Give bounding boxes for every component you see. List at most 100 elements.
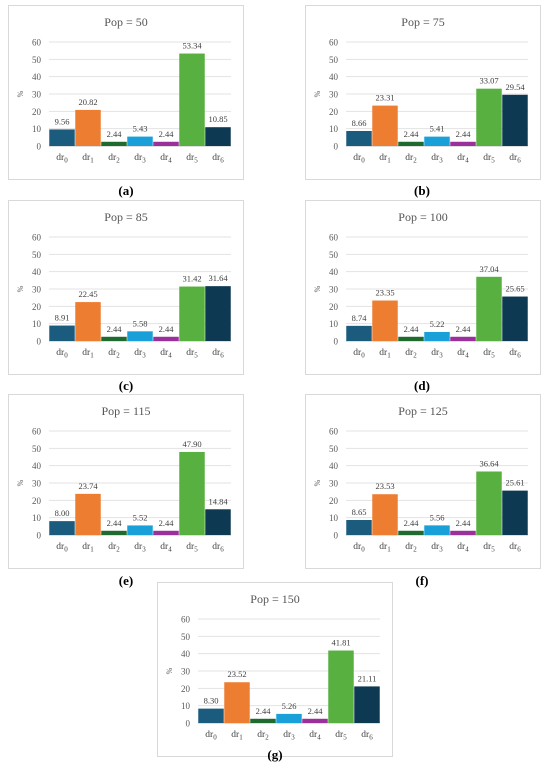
y-tick-label: 20 xyxy=(329,496,339,506)
x-tick-label: dr0 xyxy=(353,542,365,554)
data-label: 2.44 xyxy=(456,518,472,528)
bar xyxy=(476,276,502,341)
chart-title: Pop = 100 xyxy=(398,210,448,224)
bar xyxy=(205,509,231,535)
bar xyxy=(205,127,231,146)
bar xyxy=(354,686,380,723)
y-tick-label: 30 xyxy=(329,479,339,489)
bar-chart: 0 10 20 30 40 50 60% 8.30 dr0 23.52 dr1 2.44 dr2 5.26… xyxy=(165,615,380,742)
y-tick-label: 10 xyxy=(329,124,339,134)
data-label: 47.90 xyxy=(182,439,201,449)
y-tick-label: 30 xyxy=(32,479,42,489)
y-tick-label: 30 xyxy=(329,285,339,295)
y-tick-label: 0 xyxy=(37,142,42,152)
x-tick-label: dr3 xyxy=(283,730,295,742)
x-tick-label: dr0 xyxy=(353,348,365,360)
y-tick-label: 10 xyxy=(32,124,42,134)
x-tick-label: dr4 xyxy=(457,542,469,554)
chart-panel-b: Pop = 75 0 10 20 30 40 50 60% 8.66 dr0 23.31 dr1 2.… xyxy=(305,5,541,180)
bar xyxy=(424,525,450,535)
x-tick-label: dr0 xyxy=(56,153,68,165)
y-tick-label: 0 xyxy=(37,337,42,347)
x-tick-label: dr4 xyxy=(160,542,172,554)
caption-e: (e) xyxy=(118,573,134,588)
data-label: 37.04 xyxy=(479,264,499,274)
data-label: 2.44 xyxy=(404,324,420,334)
data-label: 2.44 xyxy=(159,324,175,334)
x-tick-label: dr6 xyxy=(212,348,224,360)
bar xyxy=(179,286,205,341)
y-tick-label: 60 xyxy=(329,233,339,243)
y-tick-label: 0 xyxy=(334,337,339,347)
x-tick-label: dr2 xyxy=(405,153,417,165)
data-label: 2.44 xyxy=(456,324,472,334)
data-label: 2.44 xyxy=(404,518,420,528)
bar xyxy=(398,530,424,535)
y-tick-label: 50 xyxy=(32,250,42,260)
y-tick-label: 50 xyxy=(32,55,42,65)
x-tick-label: dr4 xyxy=(457,153,469,165)
y-tick-label: 40 xyxy=(329,72,339,82)
data-label: 8.91 xyxy=(55,313,70,323)
y-axis-label: % xyxy=(165,667,174,674)
y-axis-label: % xyxy=(313,285,322,292)
y-tick-label: 20 xyxy=(32,496,42,506)
data-label: 2.44 xyxy=(107,518,123,528)
chart-title: Pop = 125 xyxy=(398,404,448,418)
x-tick-label: dr5 xyxy=(186,348,198,360)
bar xyxy=(372,494,398,535)
data-label: 36.64 xyxy=(479,458,499,468)
x-tick-label: dr5 xyxy=(483,153,495,165)
bar xyxy=(346,520,372,535)
data-label: 25.65 xyxy=(505,284,524,294)
bar xyxy=(49,325,75,341)
data-label: 20.82 xyxy=(78,97,97,107)
bar xyxy=(450,530,476,535)
caption-d: (d) xyxy=(414,378,430,393)
data-label: 2.44 xyxy=(456,129,472,139)
y-axis-label: % xyxy=(313,90,322,97)
bar-chart: 0 10 20 30 40 50 60% 8.74 dr0 23.35 dr1 2.44 dr2 5.22… xyxy=(313,233,528,360)
y-tick-label: 30 xyxy=(32,285,42,295)
data-label: 53.34 xyxy=(182,41,202,51)
data-label: 2.44 xyxy=(256,706,272,716)
data-label: 5.58 xyxy=(133,318,148,328)
x-tick-label: dr6 xyxy=(212,542,224,554)
bar-chart: 0 10 20 30 40 50 60% 9.56 dr0 20.82 dr1 2.44 dr2 5.43… xyxy=(16,38,231,165)
x-tick-label: dr5 xyxy=(335,730,347,742)
x-tick-label: dr0 xyxy=(56,348,68,360)
bar-chart: 0 10 20 30 40 50 60% 8.65 dr0 23.53 dr1 2.44 dr2 5.56… xyxy=(313,427,528,554)
data-label: 25.61 xyxy=(505,478,524,488)
x-tick-label: dr0 xyxy=(56,542,68,554)
x-tick-label: dr2 xyxy=(108,153,120,165)
y-axis-label: % xyxy=(16,479,25,486)
bar xyxy=(198,708,224,723)
data-label: 2.44 xyxy=(159,129,175,139)
y-tick-label: 60 xyxy=(329,427,339,437)
bar xyxy=(153,141,179,146)
data-label: 23.52 xyxy=(227,669,246,679)
bar xyxy=(75,302,101,341)
bar xyxy=(424,136,450,146)
x-tick-label: dr6 xyxy=(212,153,224,165)
caption-g: (g) xyxy=(267,747,283,762)
x-tick-label: dr6 xyxy=(509,542,521,554)
data-label: 10.85 xyxy=(208,114,227,124)
x-tick-label: dr1 xyxy=(231,730,243,742)
y-tick-label: 20 xyxy=(329,107,339,117)
x-tick-label: dr2 xyxy=(108,348,120,360)
data-label: 22.45 xyxy=(78,289,97,299)
bar xyxy=(75,109,101,146)
chart-panel-d: Pop = 100 0 10 20 30 40 50 60% 8.74 dr0 23.35 dr1 2… xyxy=(305,200,541,375)
bar xyxy=(372,105,398,146)
x-tick-label: dr5 xyxy=(483,348,495,360)
data-label: 2.44 xyxy=(107,129,123,139)
y-tick-label: 40 xyxy=(181,649,191,659)
x-tick-label: dr5 xyxy=(186,542,198,554)
y-tick-label: 50 xyxy=(181,632,191,642)
chart-title: Pop = 50 xyxy=(104,15,148,29)
y-tick-label: 30 xyxy=(329,90,339,100)
bar xyxy=(346,325,372,341)
data-label: 8.00 xyxy=(55,508,70,518)
y-tick-label: 60 xyxy=(32,233,42,243)
